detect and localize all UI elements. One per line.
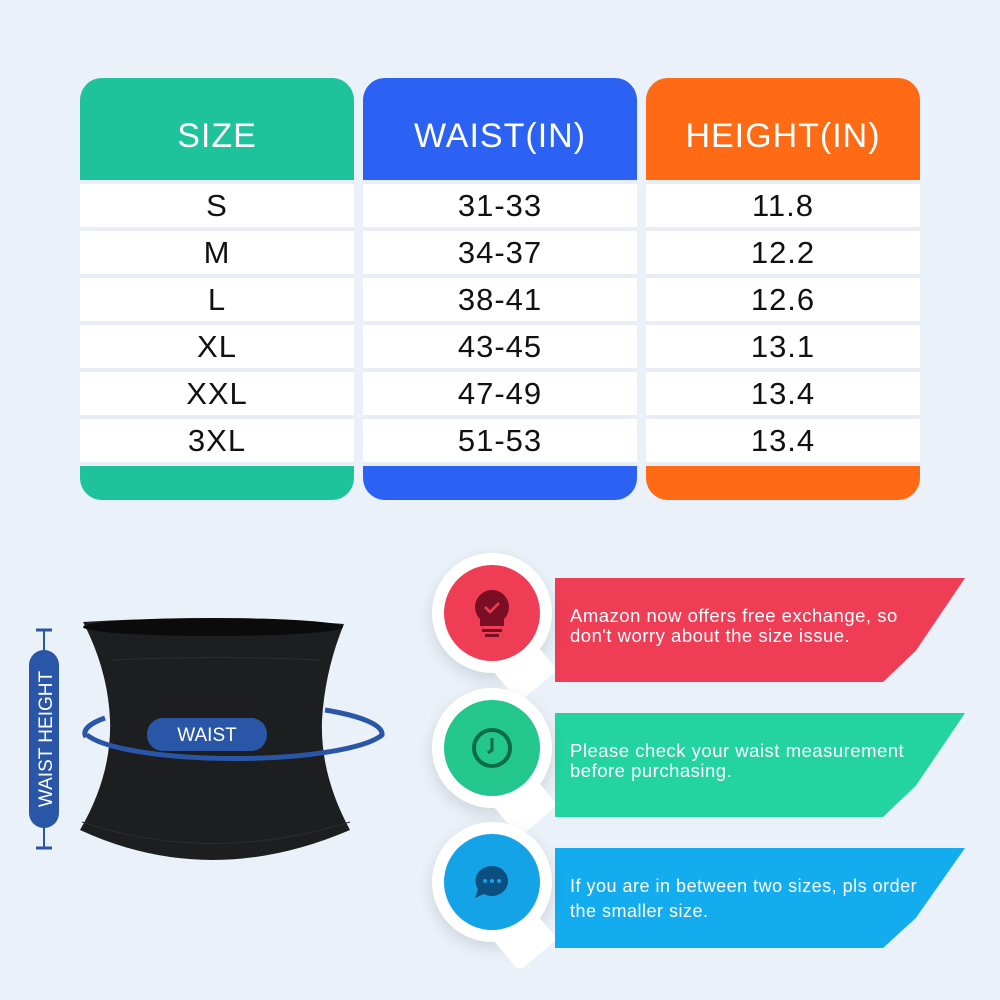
height-cell: 12.6	[646, 278, 920, 321]
size-cell: XL	[80, 325, 354, 368]
height-cell: 13.4	[646, 372, 920, 415]
waist-footer	[363, 466, 637, 500]
waist-ring-back	[82, 715, 106, 739]
tip-banner: If you are in between two sizes, pls ord…	[555, 848, 965, 948]
tip-banner: Amazon now offers free exchange, so don'…	[555, 578, 965, 682]
waist-label: WAIST	[177, 725, 237, 746]
lightbulb-check-icon	[444, 565, 540, 661]
waist-header: WAIST(IN)	[363, 78, 637, 180]
waist-cell: 34-37	[363, 231, 637, 274]
waist-belt-diagram: WAIST WAIST HEIGHT	[29, 618, 385, 860]
tip-icon-ring	[432, 553, 558, 703]
tip-text-line: before purchasing.	[570, 760, 733, 781]
height-cell: 11.8	[646, 184, 920, 227]
size-cell: M	[80, 231, 354, 274]
height-header: HEIGHT(IN)	[646, 78, 920, 180]
tip-text-line: Please check your waist measurement	[570, 740, 905, 761]
height-cell: 13.4	[646, 419, 920, 462]
tip-banner: Please check your waist measurement befo…	[555, 713, 965, 817]
height-footer	[646, 466, 920, 500]
size-footer	[80, 466, 354, 500]
waist-height-pill	[29, 650, 59, 828]
tip-icon-ring	[432, 688, 558, 838]
belt-top-opening	[83, 618, 343, 636]
waist-cell: 51-53	[363, 419, 637, 462]
waist-cell: 38-41	[363, 278, 637, 321]
tip-text-line: If you are in between two sizes, pls ord…	[570, 876, 918, 896]
tip-text-line: don't worry about the size issue.	[570, 625, 851, 646]
waist-cell: 31-33	[363, 184, 637, 227]
waist-label-pill	[147, 718, 267, 751]
chat-bubble-icon	[444, 834, 540, 930]
tip-icon-ring	[432, 822, 558, 972]
waist-height-label: WAIST HEIGHT	[36, 671, 57, 808]
waist-cell: 43-45	[363, 325, 637, 368]
clock-icon	[444, 700, 540, 796]
size-header: SIZE	[80, 78, 354, 180]
size-column: SIZE S M L XL XXL 3XL	[80, 78, 354, 500]
size-cell: 3XL	[80, 419, 354, 462]
height-cell: 13.1	[646, 325, 920, 368]
waist-ring	[85, 707, 385, 762]
waist-column: WAIST(IN) 31-33 34-37 38-41 43-45 47-49 …	[363, 78, 637, 500]
height-column: HEIGHT(IN) 11.8 12.2 12.6 13.1 13.4 13.4	[646, 78, 920, 500]
waist-cell: 47-49	[363, 372, 637, 415]
size-cell: L	[80, 278, 354, 321]
size-cell: S	[80, 184, 354, 227]
height-cell: 12.2	[646, 231, 920, 274]
size-cell: XXL	[80, 372, 354, 415]
tip-text-line: the smaller size.	[570, 901, 709, 921]
tip-text-line: Amazon now offers free exchange, so	[570, 605, 898, 626]
